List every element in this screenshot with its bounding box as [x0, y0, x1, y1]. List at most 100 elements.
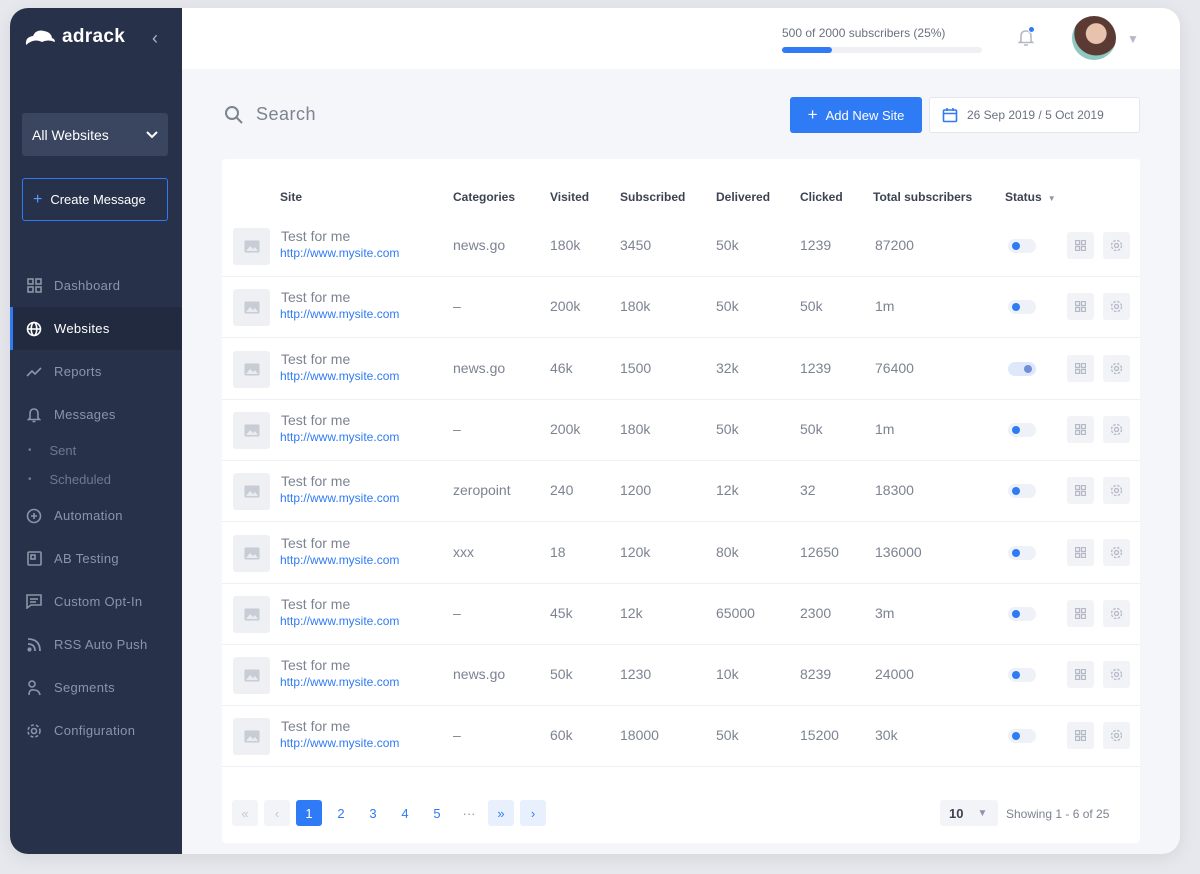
table-row: Test for me http://www.mysite.com news.go 4…: [222, 339, 1140, 400]
create-message-button[interactable]: + Create Message: [22, 178, 168, 221]
grid-view-button[interactable]: [1067, 722, 1094, 750]
site-url-link[interactable]: http://www.mysite.com: [280, 307, 400, 322]
site-name[interactable]: Test for me: [281, 411, 351, 428]
page-2-button[interactable]: 2: [337, 805, 345, 821]
site-name[interactable]: Test for me: [281, 534, 351, 551]
gear-icon: [1110, 607, 1123, 619]
gear-icon: [1110, 362, 1123, 374]
per-page-select[interactable]: 10 ▼: [940, 800, 998, 826]
add-new-site-button[interactable]: + Add New Site: [790, 97, 922, 133]
settings-button[interactable]: [1103, 354, 1130, 382]
site-name[interactable]: Test for me: [281, 718, 351, 735]
bullet-icon: •: [28, 445, 32, 456]
cell-clicked: 15200: [800, 727, 839, 744]
notifications-button[interactable]: [1017, 26, 1035, 52]
status-toggle[interactable]: [1008, 606, 1036, 621]
site-name[interactable]: Test for me: [281, 350, 351, 367]
grid-view-button[interactable]: [1067, 415, 1094, 443]
sidebar-item-rss-auto-push[interactable]: RSS Auto Push: [10, 623, 182, 666]
sidebar-subitem-scheduled[interactable]: • Scheduled: [10, 465, 182, 494]
add-new-site-label: Add New Site: [825, 107, 905, 123]
status-toggle[interactable]: [1008, 422, 1036, 437]
sidebar-item-websites[interactable]: Websites: [10, 307, 182, 350]
sidebar-item-configuration[interactable]: Configuration: [10, 709, 182, 752]
grid-view-button[interactable]: [1067, 293, 1094, 321]
page-1-button[interactable]: 1: [296, 800, 322, 826]
date-range-picker[interactable]: 26 Sep 2019 / 5 Oct 2019: [929, 97, 1140, 133]
status-toggle[interactable]: [1008, 484, 1036, 499]
brand-logo[interactable]: adrack: [24, 26, 125, 48]
site-url-link[interactable]: http://www.mysite.com: [280, 552, 400, 567]
grid-view-button[interactable]: [1067, 354, 1094, 382]
header-clicked[interactable]: Clicked: [800, 190, 843, 204]
next-page-button[interactable]: ›: [520, 800, 546, 826]
header-status[interactable]: Status ▼: [1005, 190, 1056, 204]
sidebar-item-ab-testing[interactable]: AB Testing: [10, 537, 182, 580]
sidebar-item-dashboard[interactable]: Dashboard: [10, 264, 182, 307]
table-row: Test for me http://www.mysite.com – 200k 180…: [222, 277, 1140, 339]
header-visited[interactable]: Visited: [550, 190, 590, 204]
site-url-link[interactable]: http://www.mysite.com: [280, 429, 400, 444]
grid-icon: [1075, 485, 1086, 497]
site-url-link[interactable]: http://www.mysite.com: [280, 246, 400, 260]
sidebar-subitem-sent[interactable]: • Sent: [10, 436, 182, 465]
website-select[interactable]: All Websites: [22, 113, 168, 156]
settings-button[interactable]: [1103, 293, 1130, 321]
first-page-button[interactable]: «: [232, 800, 258, 826]
header-subscribed[interactable]: Subscribed: [620, 190, 686, 204]
grid-view-button[interactable]: [1067, 661, 1094, 689]
site-url-link[interactable]: http://www.mysite.com: [280, 736, 400, 751]
sidebar-item-custom-opt-in[interactable]: Custom Opt-In: [10, 580, 182, 623]
settings-button[interactable]: [1103, 722, 1130, 750]
settings-button[interactable]: [1103, 415, 1130, 443]
grid-view-button[interactable]: [1067, 232, 1094, 259]
sidebar-item-label: RSS Auto Push: [54, 637, 148, 652]
sidebar-item-segments[interactable]: Segments: [10, 666, 182, 709]
grid-view-button[interactable]: [1067, 538, 1094, 566]
status-toggle[interactable]: [1008, 729, 1036, 744]
settings-button[interactable]: [1103, 232, 1130, 259]
site-name[interactable]: Test for me: [281, 473, 351, 490]
site-name[interactable]: Test for me: [281, 228, 351, 244]
site-name[interactable]: Test for me: [281, 657, 351, 674]
header-site[interactable]: Site: [280, 190, 303, 204]
site-name[interactable]: Test for me: [281, 289, 351, 306]
page-5-button[interactable]: 5: [433, 805, 441, 821]
status-toggle[interactable]: [1008, 361, 1036, 376]
site-url-link[interactable]: http://www.mysite.com: [280, 675, 400, 690]
site-name[interactable]: Test for me: [281, 595, 351, 612]
grid-view-button[interactable]: [1067, 477, 1094, 505]
prev-page-button[interactable]: ‹: [264, 800, 290, 826]
sidebar-item-messages[interactable]: Messages: [10, 393, 182, 436]
site-url-link[interactable]: http://www.mysite.com: [280, 613, 400, 628]
settings-button[interactable]: [1103, 477, 1130, 505]
chevron-left-icon[interactable]: ‹: [152, 28, 158, 48]
settings-button[interactable]: [1103, 661, 1130, 689]
cell-clicked: 1239: [800, 237, 832, 253]
chevron-down-icon[interactable]: ▼: [1127, 32, 1139, 46]
settings-button[interactable]: [1103, 599, 1130, 627]
site-url-link[interactable]: http://www.mysite.com: [280, 368, 400, 383]
status-toggle[interactable]: [1008, 300, 1036, 315]
status-toggle[interactable]: [1008, 545, 1036, 560]
page-4-button[interactable]: 4: [401, 805, 409, 821]
header-delivered[interactable]: Delivered: [716, 190, 771, 204]
header-total-subscribers[interactable]: Total subscribers: [873, 190, 973, 204]
cell-delivered: 50k: [716, 420, 739, 437]
header-categories[interactable]: Categories: [453, 190, 516, 204]
site-url-link[interactable]: http://www.mysite.com: [280, 491, 400, 506]
avatar[interactable]: [1072, 16, 1116, 60]
cell-visited: 200k: [550, 298, 581, 315]
search-input[interactable]: Search: [224, 104, 316, 125]
status-toggle[interactable]: [1008, 239, 1036, 253]
grid-icon: [1075, 730, 1086, 742]
gear-icon: [1110, 301, 1123, 313]
status-toggle[interactable]: [1008, 668, 1036, 683]
grid-view-button[interactable]: [1067, 599, 1094, 627]
last-page-button[interactable]: »: [488, 800, 514, 826]
website-select-value: All Websites: [32, 126, 109, 143]
page-3-button[interactable]: 3: [369, 805, 377, 821]
sidebar-item-reports[interactable]: Reports: [10, 350, 182, 393]
sidebar-item-automation[interactable]: Automation: [10, 494, 182, 537]
settings-button[interactable]: [1103, 538, 1130, 566]
